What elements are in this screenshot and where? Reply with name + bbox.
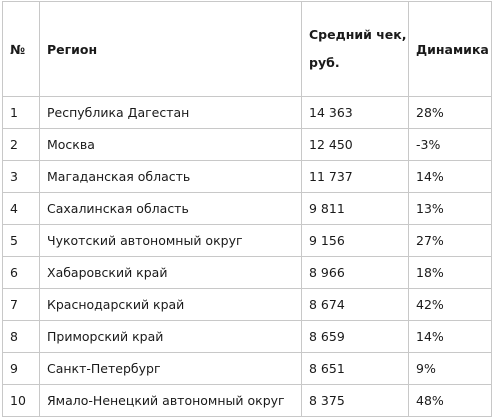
cell-num: 3: [2, 160, 40, 193]
cell-avg-check: 9 811: [301, 192, 409, 225]
cell-dynamics: 48%: [408, 384, 492, 417]
table-row: 9 Санкт-Петербург 8 651 9%: [2, 352, 492, 385]
cell-dynamics: 18%: [408, 256, 492, 289]
cell-avg-check: 8 651: [301, 352, 409, 385]
cell-num: 6: [2, 256, 40, 289]
cell-avg-check: 12 450: [301, 128, 409, 161]
cell-avg-check: 9 156: [301, 224, 409, 257]
cell-dynamics: 14%: [408, 320, 492, 353]
cell-region: Приморский край: [39, 320, 302, 353]
table-row: 8 Приморский край 8 659 14%: [2, 320, 492, 353]
cell-region: Санкт-Петербург: [39, 352, 302, 385]
cell-region: Чукотский автономный округ: [39, 224, 302, 257]
table-row: 2 Москва 12 450 -3%: [2, 128, 492, 161]
table-body: 1 Республика Дагестан 14 363 28% 2 Москв…: [2, 96, 492, 417]
cell-avg-check: 8 966: [301, 256, 409, 289]
cell-region: Сахалинская область: [39, 192, 302, 225]
table-row: 7 Краснодарский край 8 674 42%: [2, 288, 492, 321]
cell-region: Магаданская область: [39, 160, 302, 193]
cell-num: 4: [2, 192, 40, 225]
table-row: 6 Хабаровский край 8 966 18%: [2, 256, 492, 289]
table-row: 5 Чукотский автономный округ 9 156 27%: [2, 224, 492, 257]
header-avg-check: Средний чек, руб.: [301, 1, 409, 97]
cell-avg-check: 8 674: [301, 288, 409, 321]
cell-num: 7: [2, 288, 40, 321]
cell-region: Хабаровский край: [39, 256, 302, 289]
cell-region: Краснодарский край: [39, 288, 302, 321]
table-row: 10 Ямало-Ненецкий автономный округ 8 375…: [2, 384, 492, 417]
cell-num: 2: [2, 128, 40, 161]
cell-dynamics: 14%: [408, 160, 492, 193]
header-dynamics: Динамика: [408, 1, 492, 97]
cell-num: 1: [2, 96, 40, 129]
cell-num: 9: [2, 352, 40, 385]
table-header-row: № Регион Средний чек, руб. Динамика: [2, 1, 492, 97]
cell-region: Республика Дагестан: [39, 96, 302, 129]
cell-avg-check: 8 659: [301, 320, 409, 353]
header-num: №: [2, 1, 40, 97]
cell-dynamics: 27%: [408, 224, 492, 257]
table-row: 3 Магаданская область 11 737 14%: [2, 160, 492, 193]
cell-dynamics: 28%: [408, 96, 492, 129]
table-row: 1 Республика Дагестан 14 363 28%: [2, 96, 492, 129]
cell-dynamics: 9%: [408, 352, 492, 385]
cell-dynamics: 13%: [408, 192, 492, 225]
cell-region: Ямало-Ненецкий автономный округ: [39, 384, 302, 417]
cell-num: 10: [2, 384, 40, 417]
cell-num: 5: [2, 224, 40, 257]
cell-region: Москва: [39, 128, 302, 161]
table-row: 4 Сахалинская область 9 811 13%: [2, 192, 492, 225]
cell-avg-check: 8 375: [301, 384, 409, 417]
cell-num: 8: [2, 320, 40, 353]
cell-dynamics: 42%: [408, 288, 492, 321]
header-region: Регион: [39, 1, 302, 97]
cell-avg-check: 14 363: [301, 96, 409, 129]
cell-avg-check: 11 737: [301, 160, 409, 193]
cell-dynamics: -3%: [408, 128, 492, 161]
